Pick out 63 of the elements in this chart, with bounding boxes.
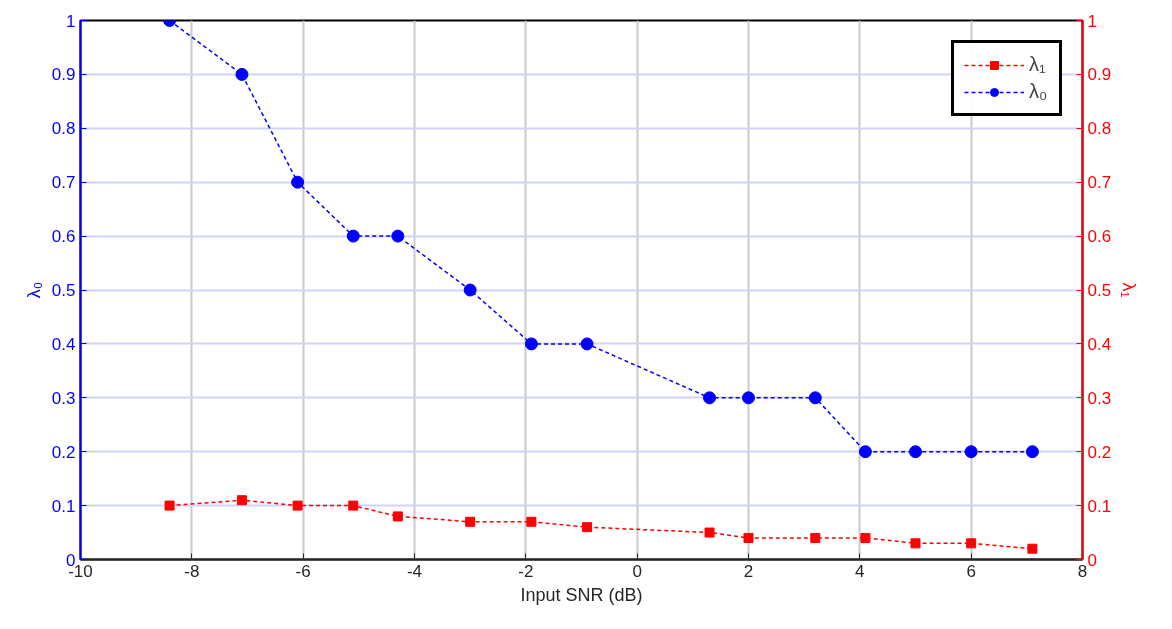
y-tick-label: 0.5 [51,281,76,300]
point [909,445,922,459]
y-tick-label: 0.1 [51,496,76,516]
y2-tick-label: 0.5 [1087,281,1112,300]
y-tick-label: 0.6 [51,227,76,247]
x-tick-label: 4 [855,561,865,581]
x-tick-label: 8 [1077,561,1088,581]
point [346,229,360,243]
point [235,67,249,81]
point [526,516,537,527]
legend-label: λ₁ [1029,53,1047,76]
x-tick-label: 2 [743,561,754,581]
x-tick-label: 0 [632,561,642,581]
x-axis-title: Input SNR (dB) [520,584,643,605]
y-tick-label: 0.2 [51,442,76,462]
y2-tick-label: 0.9 [1087,65,1112,85]
y-tick-label: 0.9 [51,65,76,85]
y-tick-label: 0.7 [51,173,76,193]
point [704,527,715,538]
point [391,229,405,243]
point [808,391,822,405]
point [910,538,921,549]
point [164,500,175,511]
y2-axis-title: λ₁ [1119,282,1140,298]
y2-tick-label: 0.4 [1087,334,1112,354]
x-tick-label: -6 [295,561,311,581]
point [1025,445,1039,459]
point [810,532,821,543]
point [743,532,754,543]
point [291,175,305,189]
y2-tick-label: 0.7 [1087,173,1112,193]
x-tick-label: -2 [518,561,534,581]
y2-tick-label: 0.3 [1087,388,1112,408]
legend-label: λ₀ [1029,80,1049,103]
x-tick-label: -4 [406,561,423,581]
point [524,337,538,351]
y-tick-label: 1 [66,11,76,31]
y-axis-title: λ₀ [23,281,44,299]
point [236,495,247,506]
point [742,391,755,405]
point [465,516,476,527]
point [392,511,403,522]
x-tick-label: 6 [966,561,976,581]
y-tick-label: 0.8 [51,119,76,139]
point [582,522,593,533]
y2-tick-label: 0.6 [1087,227,1112,247]
x-tick-label: -8 [184,561,200,581]
point [1027,543,1038,554]
point [966,538,977,549]
y2-tick-label: 0.8 [1087,119,1112,139]
y-tick-label: 0.4 [51,334,76,354]
point [860,532,871,543]
point [858,445,872,459]
point [703,391,717,405]
point [292,500,303,511]
point [580,337,594,351]
point [463,283,477,297]
point [964,445,978,459]
y2-tick-label: 1 [1087,11,1097,31]
y2-tick-label: 0.1 [1087,496,1112,516]
y2-tick-label: 0.2 [1087,442,1112,462]
point [348,500,359,511]
y-tick-label: 0.3 [51,388,76,408]
